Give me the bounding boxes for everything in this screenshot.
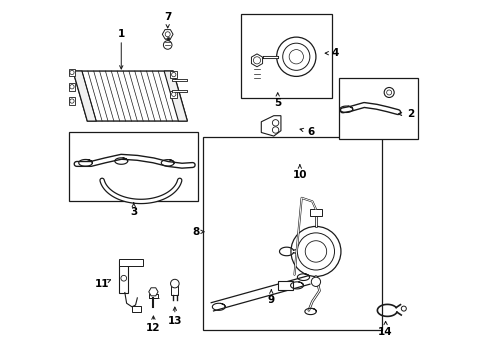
Text: 8: 8 bbox=[192, 227, 200, 237]
Circle shape bbox=[401, 306, 406, 311]
Circle shape bbox=[311, 277, 320, 287]
Bar bbox=[69, 97, 75, 105]
Circle shape bbox=[171, 92, 176, 96]
Text: 2: 2 bbox=[406, 109, 413, 119]
Text: 3: 3 bbox=[130, 207, 137, 217]
Text: 1: 1 bbox=[118, 28, 124, 39]
Circle shape bbox=[297, 233, 334, 270]
Circle shape bbox=[70, 70, 74, 75]
Text: 13: 13 bbox=[167, 316, 182, 326]
Text: 14: 14 bbox=[378, 327, 392, 337]
Text: 5: 5 bbox=[274, 98, 281, 108]
Bar bbox=[339, 78, 417, 139]
Circle shape bbox=[121, 275, 126, 281]
Bar bbox=[170, 71, 177, 78]
Circle shape bbox=[70, 99, 74, 103]
Polygon shape bbox=[164, 71, 187, 121]
Text: 10: 10 bbox=[292, 170, 306, 180]
Polygon shape bbox=[73, 71, 187, 121]
Text: 6: 6 bbox=[306, 127, 314, 137]
Bar bbox=[277, 281, 293, 290]
Bar bbox=[69, 132, 198, 202]
Text: 11: 11 bbox=[94, 279, 109, 289]
Bar bbox=[149, 294, 157, 298]
Circle shape bbox=[290, 226, 340, 276]
Bar bbox=[119, 260, 128, 293]
Bar bbox=[132, 306, 141, 312]
Circle shape bbox=[165, 32, 170, 37]
Text: 9: 9 bbox=[267, 295, 274, 305]
Text: 7: 7 bbox=[163, 13, 171, 22]
Circle shape bbox=[70, 85, 74, 89]
Bar bbox=[241, 14, 331, 98]
Circle shape bbox=[305, 241, 326, 262]
Circle shape bbox=[272, 120, 278, 126]
Bar bbox=[309, 209, 322, 216]
Circle shape bbox=[163, 41, 172, 49]
Bar bbox=[69, 68, 75, 76]
Bar bbox=[171, 287, 178, 296]
Bar bbox=[69, 83, 75, 91]
Bar bbox=[119, 259, 142, 266]
Bar bbox=[170, 91, 177, 98]
Circle shape bbox=[272, 127, 278, 133]
Circle shape bbox=[384, 87, 393, 98]
Circle shape bbox=[288, 50, 303, 64]
Circle shape bbox=[276, 37, 315, 76]
Polygon shape bbox=[73, 71, 96, 121]
Polygon shape bbox=[261, 116, 281, 136]
Bar bbox=[203, 137, 381, 330]
Circle shape bbox=[386, 90, 391, 95]
Text: 4: 4 bbox=[331, 48, 339, 58]
Circle shape bbox=[170, 279, 179, 288]
Circle shape bbox=[171, 72, 176, 77]
Circle shape bbox=[253, 57, 260, 64]
Circle shape bbox=[282, 43, 309, 70]
Text: 12: 12 bbox=[146, 323, 161, 333]
